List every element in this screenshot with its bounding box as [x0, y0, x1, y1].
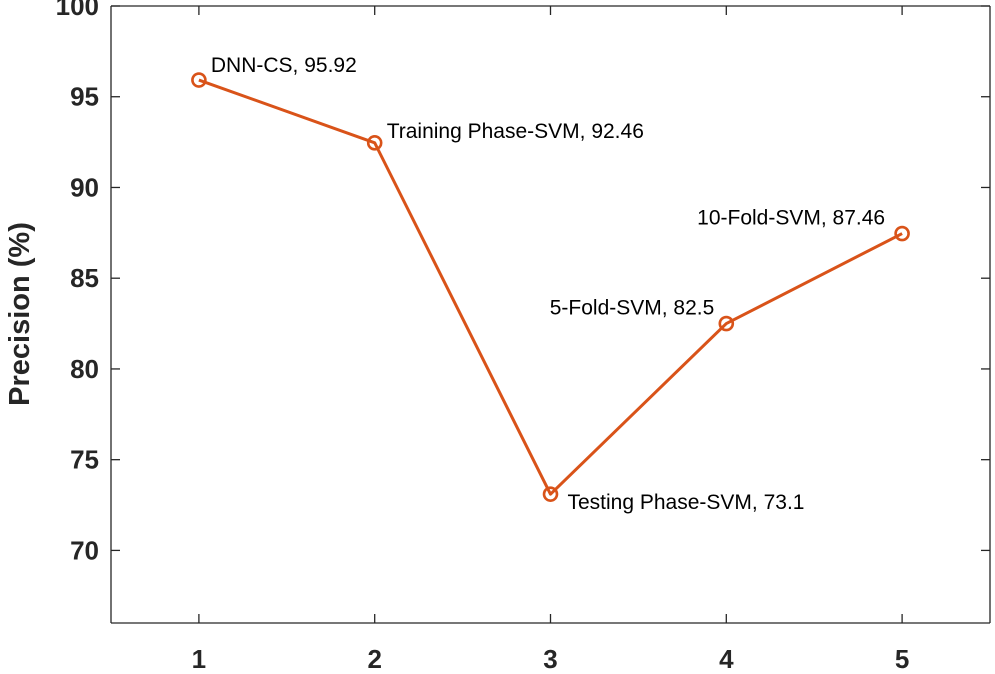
series-group	[191, 72, 910, 502]
y-tick-label: 85	[70, 263, 99, 293]
precision-series-line	[198, 78, 903, 496]
data-point-marker	[718, 315, 735, 332]
data-point-label: 10-Fold-SVM, 87.46	[697, 207, 885, 230]
data-point-marker	[894, 225, 910, 242]
y-tick-label: 80	[70, 354, 99, 384]
y-axis-title: Precision (%)	[4, 222, 36, 406]
y-tick-label: 75	[70, 445, 99, 475]
data-labels: DNN-CS, 95.92 Training Phase-SVM, 92.46 Te…	[211, 54, 885, 514]
data-point-marker	[366, 135, 383, 151]
data-point-label: Testing Phase-SVM, 73.1	[568, 491, 805, 514]
x-tick-label: 3	[543, 644, 557, 674]
y-tick-label: 100	[56, 0, 99, 21]
y-ticks: 70 75 80 85 90 95 100	[56, 0, 990, 565]
y-tick-label: 70	[70, 535, 99, 565]
data-point-label: Training Phase-SVM, 92.46	[387, 120, 644, 143]
y-tick-label: 95	[70, 82, 99, 112]
x-tick-label: 4	[719, 644, 734, 674]
data-point-marker	[542, 486, 559, 502]
x-ticks: 1 2 3 4 5	[192, 6, 909, 674]
data-point-label: 5-Fold-SVM, 82.5	[550, 297, 715, 320]
x-tick-label: 1	[192, 644, 206, 674]
y-tick-label: 90	[70, 172, 99, 202]
data-point-marker	[191, 72, 207, 88]
x-tick-label: 5	[895, 644, 909, 674]
x-tick-label: 2	[367, 644, 381, 674]
data-point-label: DNN-CS, 95.92	[211, 54, 357, 77]
